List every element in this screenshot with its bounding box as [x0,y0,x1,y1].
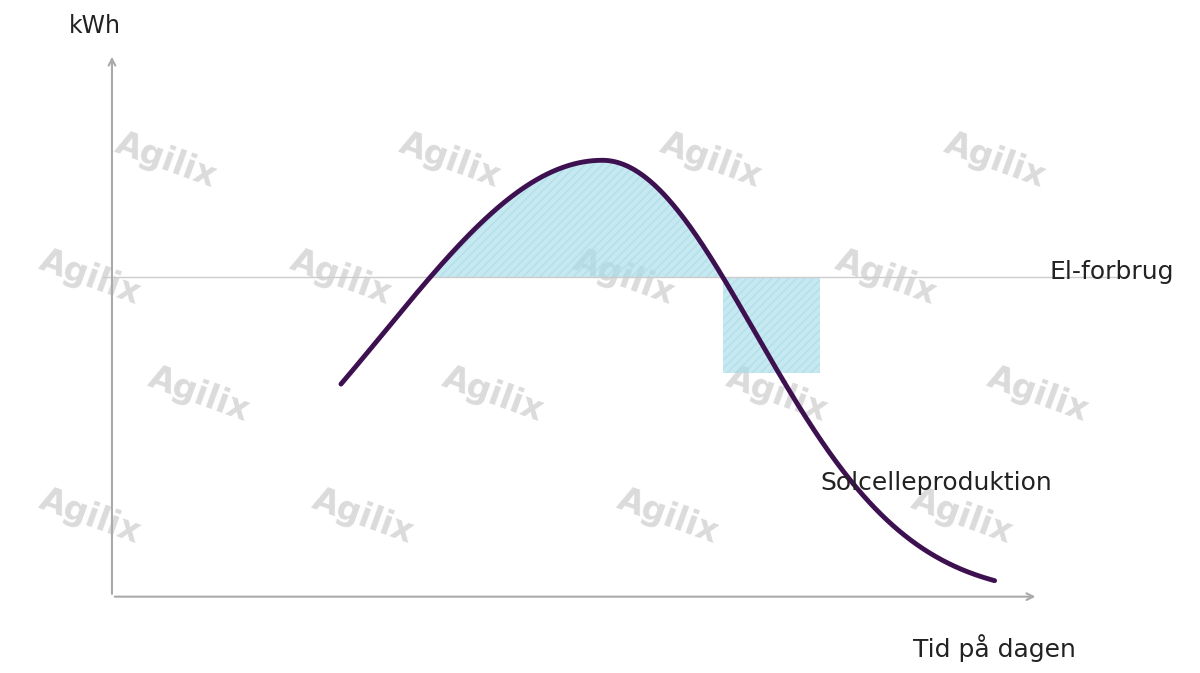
Text: Agilix: Agilix [307,483,418,551]
Text: kWh: kWh [68,14,120,38]
Text: Agilix: Agilix [395,127,505,194]
Text: Agilix: Agilix [907,483,1018,551]
Text: Agilix: Agilix [112,127,222,194]
FancyBboxPatch shape [722,277,821,373]
Text: Agilix: Agilix [438,361,548,428]
Text: Agilix: Agilix [35,244,145,311]
Text: Agilix: Agilix [612,483,722,551]
Text: Tid på dagen: Tid på dagen [913,634,1076,662]
Text: Agilix: Agilix [830,244,941,311]
Text: El-forbrug: El-forbrug [1049,260,1174,284]
Text: Agilix: Agilix [721,361,832,428]
Text: Agilix: Agilix [656,127,767,194]
Text: Agilix: Agilix [286,244,396,311]
Text: Agilix: Agilix [940,127,1050,194]
Text: Agilix: Agilix [144,361,254,428]
Text: Solcelleproduktion: Solcelleproduktion [821,471,1052,495]
Text: Agilix: Agilix [35,483,145,551]
Text: Agilix: Agilix [569,244,679,311]
Text: Agilix: Agilix [983,361,1093,428]
